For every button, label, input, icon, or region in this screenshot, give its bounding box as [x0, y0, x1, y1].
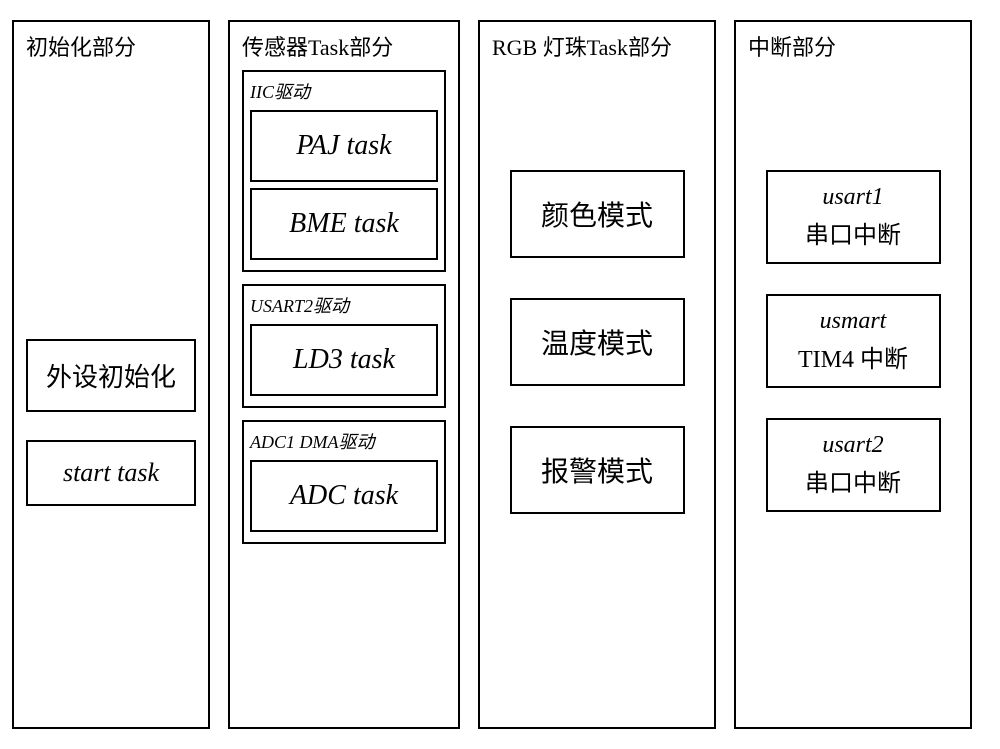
col-init-body: 外设初始化 start task	[26, 70, 196, 715]
diagram-columns: 初始化部分 外设初始化 start task 传感器Task部分 IIC驱动 P…	[12, 20, 988, 729]
col-interrupt-title: 中断部分	[748, 30, 958, 62]
driver-iic-title: IIC驱动	[250, 78, 438, 104]
box-usart1-line2: 串口中断	[778, 215, 929, 250]
col-interrupt-body: usart1 串口中断 usmart TIM4 中断 usart2 串口中断	[748, 70, 958, 715]
driver-adc1dma: ADC1 DMA驱动 ADC task	[242, 420, 446, 544]
col-interrupt: 中断部分 usart1 串口中断 usmart TIM4 中断 usart2 串…	[734, 20, 972, 729]
col-rgb-body: 颜色模式 温度模式 报警模式	[492, 70, 702, 715]
col-rgb-title: RGB 灯珠Task部分	[492, 30, 702, 62]
box-alarm-mode: 报警模式	[510, 426, 685, 514]
box-start-task: start task	[26, 440, 196, 506]
box-usmart-int: usmart TIM4 中断	[766, 294, 941, 388]
col-sensor-title: 传感器Task部分	[242, 30, 446, 62]
col-init: 初始化部分 外设初始化 start task	[12, 20, 210, 729]
task-ld3: LD3 task	[250, 324, 438, 396]
col-sensor-body: IIC驱动 PAJ task BME task USART2驱动 LD3 tas…	[242, 70, 446, 715]
box-usmart-line2: TIM4 中断	[778, 339, 929, 374]
box-usart2-line1: usart2	[822, 432, 883, 458]
task-paj: PAJ task	[250, 110, 438, 182]
col-sensor: 传感器Task部分 IIC驱动 PAJ task BME task USART2…	[228, 20, 460, 729]
col-init-title: 初始化部分	[26, 30, 196, 62]
task-adc: ADC task	[250, 460, 438, 532]
box-usart1-line1: usart1	[822, 184, 883, 210]
box-periph-init: 外设初始化	[26, 339, 196, 412]
driver-usart2: USART2驱动 LD3 task	[242, 284, 446, 408]
box-usart2-int: usart2 串口中断	[766, 418, 941, 512]
box-color-mode: 颜色模式	[510, 170, 685, 258]
task-bme: BME task	[250, 188, 438, 260]
box-usart1-int: usart1 串口中断	[766, 170, 941, 264]
col-sensor-title-text: 传感器Task部分	[242, 35, 393, 60]
box-usmart-line1: usmart	[820, 308, 887, 334]
driver-adc1dma-title: ADC1 DMA驱动	[250, 428, 438, 454]
driver-usart2-title: USART2驱动	[250, 292, 438, 318]
col-rgb: RGB 灯珠Task部分 颜色模式 温度模式 报警模式	[478, 20, 716, 729]
box-usart2-line2: 串口中断	[778, 463, 929, 498]
box-temp-mode: 温度模式	[510, 298, 685, 386]
driver-iic: IIC驱动 PAJ task BME task	[242, 70, 446, 272]
